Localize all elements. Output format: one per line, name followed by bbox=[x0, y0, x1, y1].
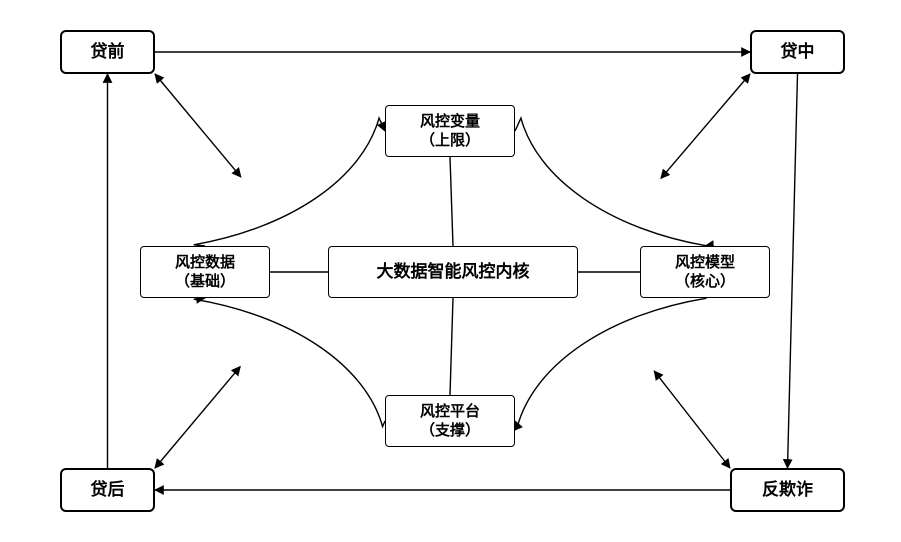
node-core: 大数据智能风控内核 bbox=[328, 246, 578, 298]
node-label: 贷中 bbox=[781, 41, 815, 63]
node-label: 贷前 bbox=[91, 41, 125, 63]
node-label: 风控数据 （基础） bbox=[175, 253, 235, 292]
node-risk-model: 风控模型 （核心） bbox=[640, 246, 770, 298]
node-in-loan: 贷中 bbox=[750, 30, 845, 74]
node-anti-fraud: 反欺诈 bbox=[730, 468, 845, 512]
node-label: 大数据智能风控内核 bbox=[377, 261, 530, 283]
node-risk-variables: 风控变量 （上限） bbox=[385, 105, 515, 157]
diagram-canvas: 贷前 贷中 贷后 反欺诈 风控变量 （上限） 风控数据 （基础） 风控模型 （核… bbox=[0, 0, 901, 542]
node-label: 风控模型 （核心） bbox=[675, 253, 735, 292]
node-risk-platform: 风控平台 （支撑） bbox=[385, 395, 515, 447]
node-label: 反欺诈 bbox=[762, 479, 813, 501]
node-label: 贷后 bbox=[91, 479, 125, 501]
node-risk-data: 风控数据 （基础） bbox=[140, 246, 270, 298]
node-label: 风控平台 （支撑） bbox=[420, 402, 480, 441]
node-label: 风控变量 （上限） bbox=[420, 112, 480, 151]
node-pre-loan: 贷前 bbox=[60, 30, 155, 74]
node-post-loan: 贷后 bbox=[60, 468, 155, 512]
